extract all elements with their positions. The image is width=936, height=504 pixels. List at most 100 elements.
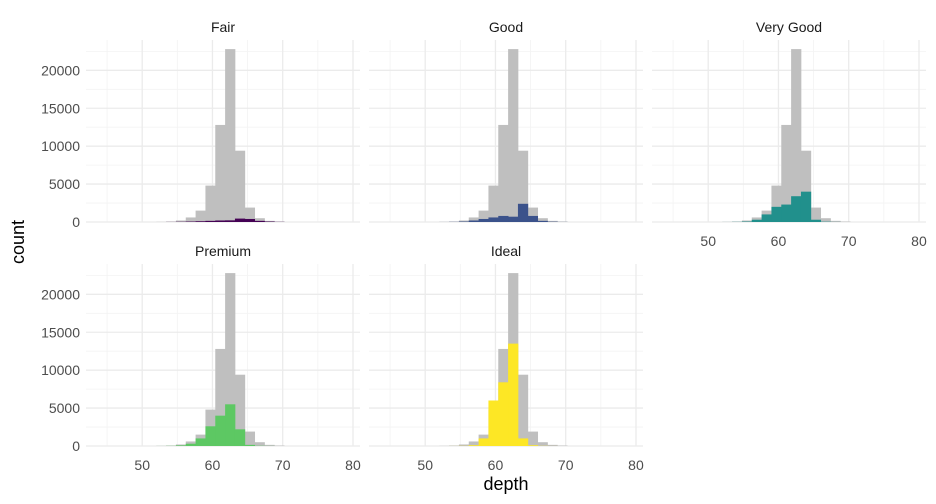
background-bar (537, 442, 548, 446)
background-bar (244, 431, 256, 446)
y-tick-label: 0 (72, 214, 80, 230)
facet-panel: Fair 0 5000 10000 15000 20000 (41, 19, 360, 230)
y-tick-label: 5000 (49, 176, 80, 192)
background-bar (810, 207, 822, 222)
facet-bar (488, 217, 499, 222)
facet-bar (800, 191, 812, 222)
background-bar (771, 185, 782, 222)
background-bar (517, 374, 529, 446)
y-tick-label: 15000 (41, 324, 80, 340)
facet-bar (254, 220, 265, 222)
facet-bar (791, 196, 802, 222)
facet-bar (175, 445, 187, 446)
background-bar (215, 124, 226, 222)
background-bar (468, 441, 479, 446)
facet-bar (478, 218, 489, 222)
x-tick-label: 60 (205, 457, 221, 473)
background-bar (458, 220, 470, 222)
y-tick-label: 20000 (41, 62, 80, 78)
background-bar (537, 218, 548, 222)
facet-bar (234, 429, 246, 446)
background-bar (488, 185, 499, 222)
facet-bar (488, 400, 499, 446)
facet-title: Ideal (491, 243, 521, 259)
x-tick-label: 50 (134, 457, 150, 473)
background-bar (517, 150, 529, 222)
facet-bar (234, 218, 246, 222)
background-bar (791, 49, 802, 222)
background-bar (264, 444, 275, 446)
background-bar (478, 210, 489, 222)
facet-bar (215, 220, 226, 222)
y-tick-label: 10000 (41, 138, 80, 154)
background-bar (498, 124, 509, 222)
facet-title: Fair (211, 19, 235, 35)
background-bar (234, 150, 246, 222)
facet-bar (244, 218, 256, 222)
facet-title: Good (489, 19, 523, 35)
facet-bar (527, 215, 539, 222)
facet-bar (751, 219, 762, 222)
facet-bar (771, 206, 782, 222)
background-bar (527, 431, 539, 446)
x-tick-label: 60 (771, 233, 787, 249)
facet-bar (478, 438, 489, 446)
background-bar (215, 348, 226, 446)
background-bar (820, 218, 831, 222)
background-bar (254, 442, 265, 446)
facet-panel: Premium 0 5000 10000 15000 20000 50 60 70 80 (41, 243, 361, 473)
x-tick-label: 70 (841, 233, 857, 249)
y-axis-title: count (8, 220, 28, 264)
background-bar (175, 444, 187, 446)
facet-bar (810, 219, 822, 222)
y-tick-label: 10000 (41, 362, 80, 378)
x-tick-label: 50 (417, 457, 433, 473)
background-bar (254, 218, 265, 222)
background-bar (225, 273, 236, 446)
y-tick-label: 5000 (49, 400, 80, 416)
background-bar (175, 220, 187, 222)
facet-title: Premium (195, 243, 251, 259)
facet-bar (468, 445, 479, 446)
facet-bar (508, 216, 519, 222)
facet-bar (225, 220, 236, 222)
facet-bar (205, 426, 216, 446)
background-bar (800, 150, 812, 222)
facet-bar (185, 443, 196, 446)
facet-bar (761, 214, 772, 222)
x-tick-label: 70 (275, 457, 291, 473)
facet-panel: Ideal 50 60 70 80 (369, 243, 644, 473)
facet-panel: Very Good 50 60 70 80 (652, 19, 927, 249)
x-tick-label: 50 (700, 233, 716, 249)
background-bar (225, 49, 236, 222)
x-tick-label: 80 (628, 457, 644, 473)
background-bar (458, 444, 470, 446)
background-bar (508, 49, 519, 222)
background-bar (244, 207, 256, 222)
facet-bar (498, 382, 509, 446)
facet-bar (195, 221, 206, 222)
y-tick-label: 0 (72, 438, 80, 454)
facet-bar (517, 203, 529, 222)
facet-bar (244, 444, 256, 446)
y-tick-label: 20000 (41, 286, 80, 302)
facet-bar (537, 220, 548, 222)
background-bar (205, 185, 216, 222)
x-tick-label: 80 (345, 457, 361, 473)
background-bar (468, 217, 479, 222)
facet-bar (468, 220, 479, 222)
background-bar (547, 444, 558, 446)
background-bar (234, 374, 246, 446)
background-bar (741, 220, 753, 222)
facet-bar (527, 445, 539, 446)
facet-bar (781, 204, 792, 222)
facet-bar (517, 438, 529, 446)
facet-bar (498, 215, 509, 222)
x-tick-label: 60 (488, 457, 504, 473)
facet-panels: Fair 0 5000 10000 15000 20000 Good Very Good 50 6… (41, 19, 927, 473)
x-tick-label: 70 (558, 457, 574, 473)
background-bar (195, 210, 206, 222)
background-bar (185, 217, 196, 222)
background-bar (547, 220, 558, 222)
